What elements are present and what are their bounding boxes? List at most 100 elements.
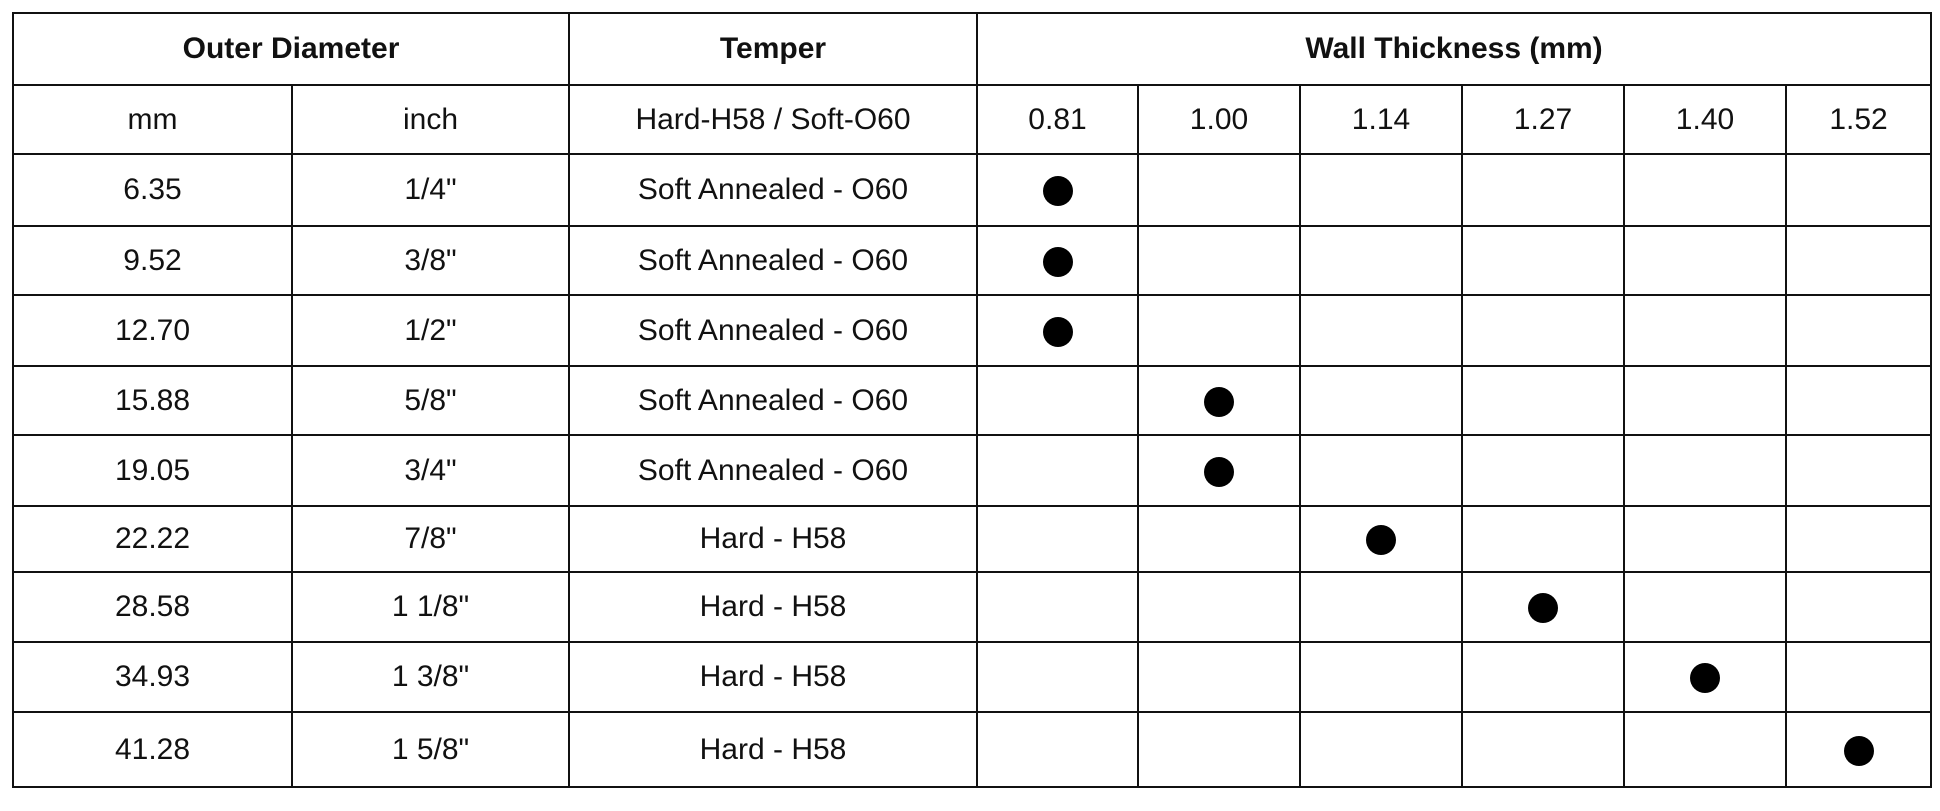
inch-cell: 1/4" [291, 153, 570, 227]
mm-cell: 9.52 [12, 225, 293, 296]
wall-cell [1784, 365, 1933, 436]
wall-cell [976, 294, 1139, 367]
wall-cell [1623, 505, 1787, 573]
mm-cell: 22.22 [12, 505, 293, 573]
wall-cell [1137, 711, 1301, 788]
table-row: 22.22 7/8" Hard - H58 [12, 505, 1933, 573]
table-row: 28.58 1 1/8" Hard - H58 [12, 571, 1933, 643]
temper-cell: Soft Annealed - O60 [568, 153, 978, 227]
inch-cell: 5/8" [291, 365, 570, 436]
wall-cell [1623, 365, 1787, 436]
wall-cell [1137, 571, 1301, 643]
inch-cell: 1 1/8" [291, 571, 570, 643]
wall-cell [1784, 225, 1933, 296]
inch-cell: 1/2" [291, 294, 570, 367]
wall-cell [1623, 711, 1787, 788]
header-cell: Wall Thickness (mm) [975, 12, 1933, 86]
mm-cell: 41.28 [12, 711, 293, 788]
wall-cell [1784, 153, 1933, 227]
availability-dot [1204, 456, 1234, 487]
header-cell: Temper [568, 12, 978, 86]
wall-cell [976, 153, 1139, 227]
subheader-cell: 1.40 [1623, 84, 1787, 155]
wall-cell [1299, 505, 1463, 573]
inch-cell: 7/8" [291, 505, 570, 573]
wall-cell [1623, 225, 1787, 296]
wall-cell [1299, 294, 1463, 367]
wall-cell [1784, 711, 1933, 788]
subheader-cell: 1.00 [1137, 84, 1301, 155]
mm-cell: 34.93 [12, 641, 293, 713]
spec-table: Outer Diameter Temper Wall Thickness (mm) m… [12, 12, 1933, 788]
availability-dot [1042, 316, 1073, 347]
temper-cell: Hard - H58 [568, 571, 978, 643]
table-row: 6.35 1/4" Soft Annealed - O60 [12, 153, 1933, 227]
inch-cell: 3/4" [291, 434, 570, 507]
wall-cell [976, 225, 1139, 296]
temper-cell: Soft Annealed - O60 [568, 225, 978, 296]
wall-cell [1137, 641, 1301, 713]
header-cell: Outer Diameter [12, 12, 570, 86]
wall-cell [1784, 434, 1933, 507]
temper-cell: Soft Annealed - O60 [568, 365, 978, 436]
availability-dot [1690, 663, 1720, 694]
wall-cell [1299, 365, 1463, 436]
temper-cell: Hard - H58 [568, 505, 978, 573]
availability-dot [1366, 525, 1396, 556]
subheader-cell: mm [12, 84, 293, 155]
table-row: 19.05 3/4" Soft Annealed - O60 [12, 434, 1933, 507]
mm-cell: 28.58 [12, 571, 293, 643]
wall-cell [1623, 641, 1787, 713]
inch-cell: 1 5/8" [291, 711, 570, 788]
wall-cell [1623, 571, 1787, 643]
wall-cell [1137, 153, 1301, 227]
wall-cell [1137, 505, 1301, 573]
wall-cell [1299, 571, 1463, 643]
wall-cell [976, 505, 1139, 573]
subheader-cell: inch [291, 84, 570, 155]
subheader-cell: Hard-H58 / Soft-O60 [568, 84, 978, 155]
table-row: 41.28 1 5/8" Hard - H58 [12, 711, 1933, 788]
wall-cell [1299, 434, 1463, 507]
availability-dot [1204, 386, 1234, 417]
wall-cell [976, 434, 1139, 507]
wall-cell [1137, 434, 1301, 507]
wall-cell [1461, 153, 1625, 227]
table-row: Outer Diameter Temper Wall Thickness (mm) [12, 12, 1933, 86]
wall-cell [976, 365, 1139, 436]
wall-cell [1784, 505, 1933, 573]
temper-cell: Hard - H58 [568, 641, 978, 713]
wall-cell [1299, 711, 1463, 788]
table-row: 9.52 3/8" Soft Annealed - O60 [12, 225, 1933, 296]
temper-cell: Soft Annealed - O60 [568, 434, 978, 507]
wall-cell [1623, 294, 1787, 367]
wall-cell [1137, 294, 1301, 367]
availability-dot [1042, 246, 1073, 277]
subheader-cell: 1.27 [1461, 84, 1625, 155]
wall-cell [1461, 434, 1625, 507]
inch-cell: 3/8" [291, 225, 570, 296]
wall-cell [1461, 505, 1625, 573]
wall-cell [976, 571, 1139, 643]
mm-cell: 6.35 [12, 153, 293, 227]
table-row: mm inch Hard-H58 / Soft-O60 0.81 1.00 1.14 1.2… [12, 84, 1933, 155]
wall-cell [1299, 641, 1463, 713]
wall-cell [1461, 711, 1625, 788]
wall-cell [1299, 153, 1463, 227]
temper-cell: Soft Annealed - O60 [568, 294, 978, 367]
wall-cell [1137, 365, 1301, 436]
wall-cell [1623, 153, 1787, 227]
spec-table-container: Outer Diameter Temper Wall Thickness (mm) m… [12, 12, 1933, 788]
availability-dot [1528, 593, 1558, 624]
availability-dot [1843, 735, 1874, 766]
wall-cell [1623, 434, 1787, 507]
wall-cell [1461, 365, 1625, 436]
wall-cell [976, 641, 1139, 713]
wall-cell [1784, 641, 1933, 713]
subheader-cell: 1.14 [1299, 84, 1463, 155]
wall-cell [1137, 225, 1301, 296]
table-row: 12.70 1/2" Soft Annealed - O60 [12, 294, 1933, 367]
mm-cell: 15.88 [12, 365, 293, 436]
mm-cell: 19.05 [12, 434, 293, 507]
wall-cell [1461, 641, 1625, 713]
